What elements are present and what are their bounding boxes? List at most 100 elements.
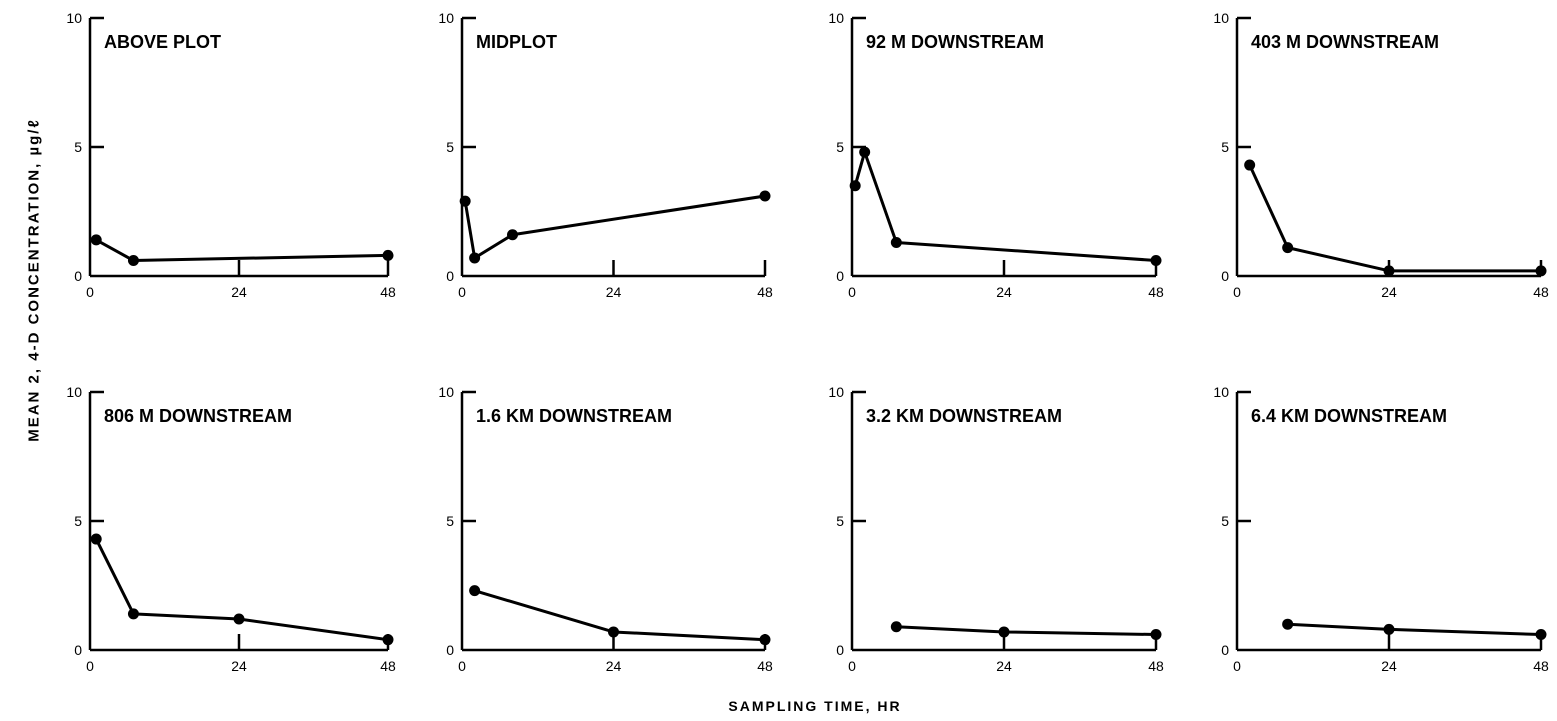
y-tick-label: 5: [446, 139, 454, 155]
y-tick-label: 10: [438, 10, 454, 26]
panel-title: 1.6 KM DOWNSTREAM: [476, 406, 672, 426]
series-line: [896, 625, 1157, 637]
series-line: [853, 150, 1157, 263]
chart-panel-8: 0 5 10 0 24 48 6.4 KM DOWNSTREAM: [1213, 384, 1549, 674]
y-tick-label: 0: [1221, 642, 1229, 658]
chart-panel-7: 0 5 10 0 24 48 3.2 KM DOWNSTREAM: [828, 384, 1164, 674]
data-point: [1244, 159, 1256, 171]
x-tick-label: 48: [380, 284, 396, 300]
y-tick-label: 5: [836, 513, 844, 529]
data-point: [608, 626, 619, 638]
data-point: [1150, 255, 1162, 267]
data-point: [759, 190, 771, 202]
panel-title: 3.2 KM DOWNSTREAM: [866, 406, 1062, 426]
y-tick-label: 5: [1221, 513, 1229, 529]
data-point: [849, 180, 861, 192]
x-tick-label: 48: [380, 658, 396, 674]
panel-title: 806 M DOWNSTREAM: [104, 406, 292, 426]
x-axis-label: SAMPLING TIME, HR: [728, 698, 902, 714]
data-point: [1150, 629, 1162, 641]
y-tick-label: 10: [66, 10, 82, 26]
data-point: [507, 229, 518, 241]
x-tick-label: 48: [757, 284, 773, 300]
chart-panel-5: 0 5 10 0 24 48 806 M DOWNSTREAM: [66, 384, 396, 674]
panel-title: 6.4 KM DOWNSTREAM: [1251, 406, 1447, 426]
series-line: [95, 238, 389, 263]
x-tick-label: 48: [757, 658, 773, 674]
panel-title: 92 M DOWNSTREAM: [866, 32, 1044, 52]
data-point: [459, 195, 471, 207]
data-point: [469, 585, 481, 597]
x-tick-label: 0: [458, 284, 466, 300]
y-tick-label: 10: [438, 384, 454, 400]
data-point: [382, 249, 394, 261]
chart-panel-1: 0 5 10 0 24 48 ABOVE PLOT: [66, 10, 396, 300]
y-tick-label: 0: [446, 642, 454, 658]
series-line: [474, 589, 766, 642]
y-tick-label: 0: [74, 268, 82, 284]
y-tick-label: 10: [1213, 384, 1229, 400]
x-tick-label: 0: [1233, 658, 1241, 674]
y-tick-label: 10: [66, 384, 82, 400]
data-point: [998, 626, 1010, 638]
x-tick-label: 24: [996, 284, 1012, 300]
y-tick-label: 5: [74, 513, 82, 529]
x-tick-label: 0: [86, 284, 94, 300]
y-tick-label: 0: [836, 642, 844, 658]
panel-title: ABOVE PLOT: [104, 32, 221, 52]
data-point: [382, 634, 394, 646]
x-tick-label: 0: [1233, 284, 1241, 300]
x-tick-label: 0: [848, 658, 856, 674]
series-line: [94, 538, 389, 642]
data-point: [233, 613, 245, 625]
y-tick-label: 0: [74, 642, 82, 658]
x-tick-label: 24: [231, 658, 247, 674]
x-tick-label: 24: [231, 284, 247, 300]
y-tick-label: 0: [836, 268, 844, 284]
x-tick-label: 0: [458, 658, 466, 674]
chart-panel-3: 0 5 10 0 24 48 92 M DOWNSTREAM: [828, 10, 1164, 300]
y-tick-label: 5: [836, 139, 844, 155]
y-tick-label: 5: [74, 139, 82, 155]
y-tick-label: 0: [446, 268, 454, 284]
chart-panel-4: 0 5 10 0 24 48 403 M DOWNSTREAM: [1213, 10, 1549, 300]
x-tick-label: 0: [848, 284, 856, 300]
data-point: [859, 146, 871, 158]
data-point: [90, 533, 102, 545]
panel-title: MIDPLOT: [476, 32, 557, 52]
x-tick-label: 24: [1381, 284, 1397, 300]
x-tick-label: 0: [86, 658, 94, 674]
y-tick-label: 5: [446, 513, 454, 529]
chart-panel-6: 0 5 10 0 24 48 1.6 KM DOWNSTREAM: [438, 384, 773, 674]
data-point: [1282, 618, 1294, 630]
x-tick-label: 24: [1381, 658, 1397, 674]
data-point: [1535, 629, 1547, 641]
y-tick-label: 0: [1221, 268, 1229, 284]
data-point: [90, 234, 102, 246]
data-point: [127, 255, 139, 267]
y-tick-label: 5: [1221, 139, 1229, 155]
data-point: [1383, 265, 1395, 277]
x-tick-label: 48: [1533, 658, 1549, 674]
x-tick-label: 48: [1148, 284, 1164, 300]
data-point: [890, 621, 902, 633]
x-tick-label: 24: [996, 658, 1012, 674]
x-tick-label: 48: [1148, 658, 1164, 674]
data-point: [1282, 242, 1294, 254]
data-point: [890, 236, 902, 248]
x-tick-label: 24: [606, 658, 622, 674]
x-tick-label: 48: [1533, 284, 1549, 300]
y-axis-label: MEAN 2, 4-D CONCENTRATION, µg/ℓ: [25, 118, 43, 442]
data-point: [1383, 623, 1395, 635]
series-line: [1248, 164, 1541, 273]
panel-title: 403 M DOWNSTREAM: [1251, 32, 1439, 52]
y-tick-label: 10: [828, 10, 844, 26]
series-line: [463, 194, 766, 260]
data-point: [469, 252, 481, 264]
y-tick-label: 10: [828, 384, 844, 400]
series-line: [1287, 622, 1542, 637]
y-tick-label: 10: [1213, 10, 1229, 26]
data-point: [759, 634, 771, 646]
